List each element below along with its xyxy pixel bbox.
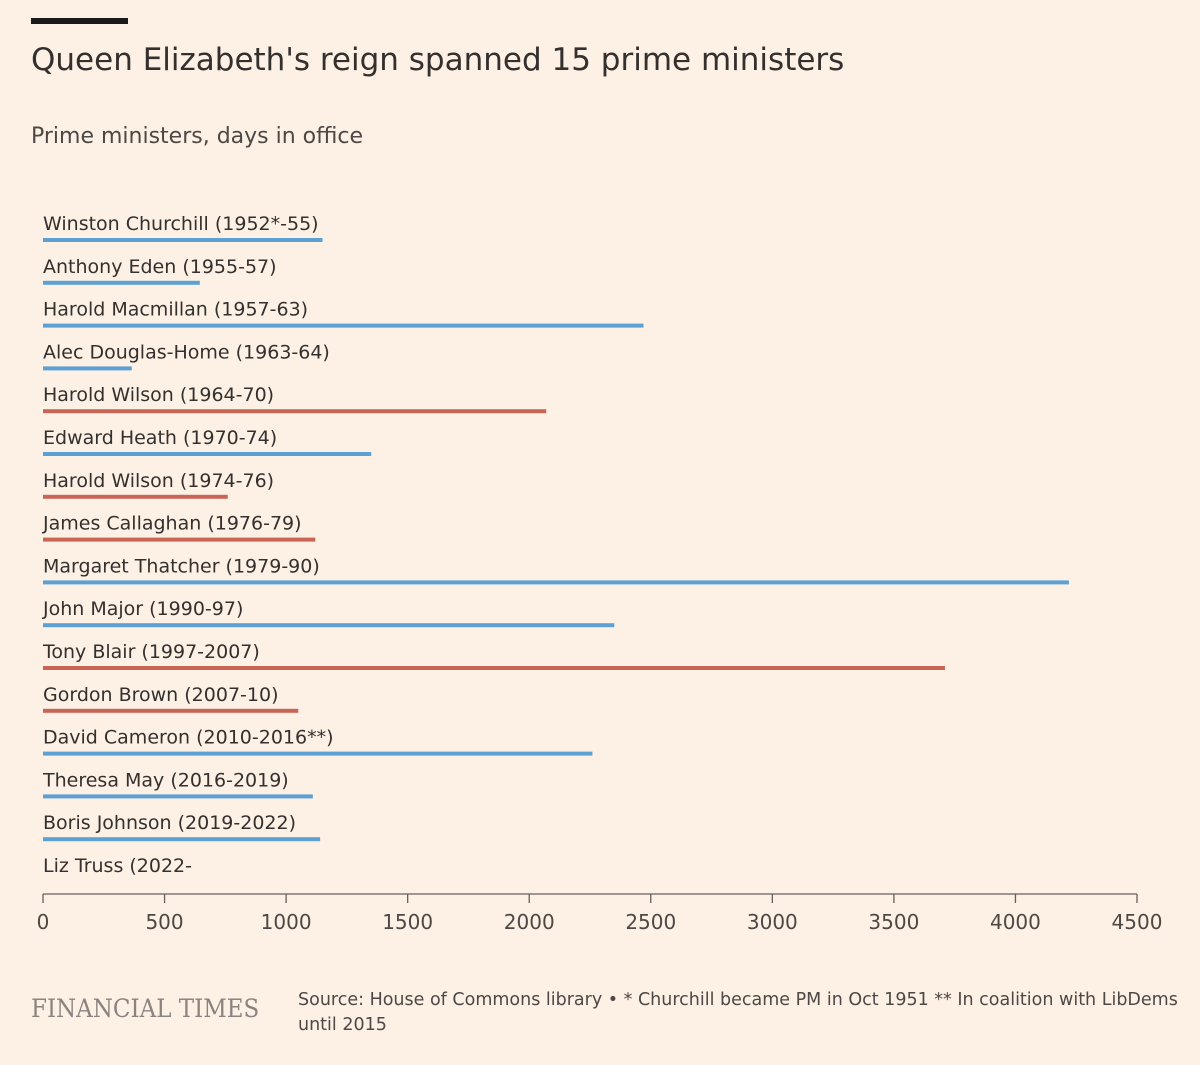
x-tick-label: 2500 — [625, 910, 676, 934]
x-tick-label: 4000 — [990, 910, 1041, 934]
bar — [43, 751, 593, 756]
bar — [43, 494, 228, 499]
bar — [43, 280, 200, 285]
bar — [43, 794, 313, 799]
x-tick-label: 1500 — [382, 910, 433, 934]
chart-subtitle: Prime ministers, days in office — [31, 124, 364, 149]
bar-label: Boris Johnson (2019-2022) — [43, 812, 296, 834]
bar-label: Anthony Eden (1955-57) — [43, 256, 277, 278]
bar-chart: Winston Churchill (1952*-55) Anthony Eden… — [37, 213, 1163, 934]
bar-label: Tony Blair (1997-2007) — [42, 641, 260, 663]
bar-label: Harold Wilson (1974-76) — [43, 470, 274, 492]
bar — [43, 323, 644, 328]
bar — [43, 580, 1069, 585]
x-tick-label: 500 — [145, 910, 183, 934]
bar — [43, 366, 132, 371]
bar-label: Edward Heath (1970-74) — [43, 427, 277, 449]
bar — [43, 666, 945, 670]
bar-label: Winston Churchill (1952*-55) — [43, 213, 319, 235]
bar-label: Harold Wilson (1964-70) — [43, 384, 274, 406]
bar — [43, 623, 615, 628]
bar-label: John Major (1990-97) — [42, 598, 243, 620]
bar — [43, 452, 372, 456]
bar-label: Theresa May (2016-2019) — [42, 769, 289, 791]
x-tick-label: 0 — [37, 910, 50, 934]
source-note: Source: House of Commons library • * Chu… — [298, 990, 1178, 1036]
bar-label: Alec Douglas-Home (1963-64) — [43, 341, 330, 363]
bar — [43, 238, 323, 242]
bar-label: David Cameron (2010-2016**) — [43, 727, 334, 749]
bar — [43, 708, 299, 713]
bar — [43, 537, 316, 542]
x-tick-label: 1000 — [261, 910, 312, 934]
bar — [43, 837, 321, 842]
bar — [43, 409, 547, 414]
ft-logo: FINANCIAL TIMES — [31, 994, 260, 1023]
x-tick-label: 3500 — [868, 910, 919, 934]
x-tick-label: 3000 — [747, 910, 798, 934]
bar-label: James Callaghan (1976-79) — [42, 513, 302, 535]
chart-title: Queen Elizabeth's reign spanned 15 prime… — [31, 42, 845, 78]
x-tick-label: 2000 — [504, 910, 555, 934]
bar-label: Liz Truss (2022- — [43, 855, 192, 877]
bar-label: Harold Macmillan (1957-63) — [43, 299, 308, 321]
x-tick-label: 4500 — [1112, 910, 1163, 934]
bar-label: Gordon Brown (2007-10) — [43, 684, 278, 706]
top-rule — [31, 18, 128, 24]
bar-label: Margaret Thatcher (1979-90) — [43, 555, 320, 577]
